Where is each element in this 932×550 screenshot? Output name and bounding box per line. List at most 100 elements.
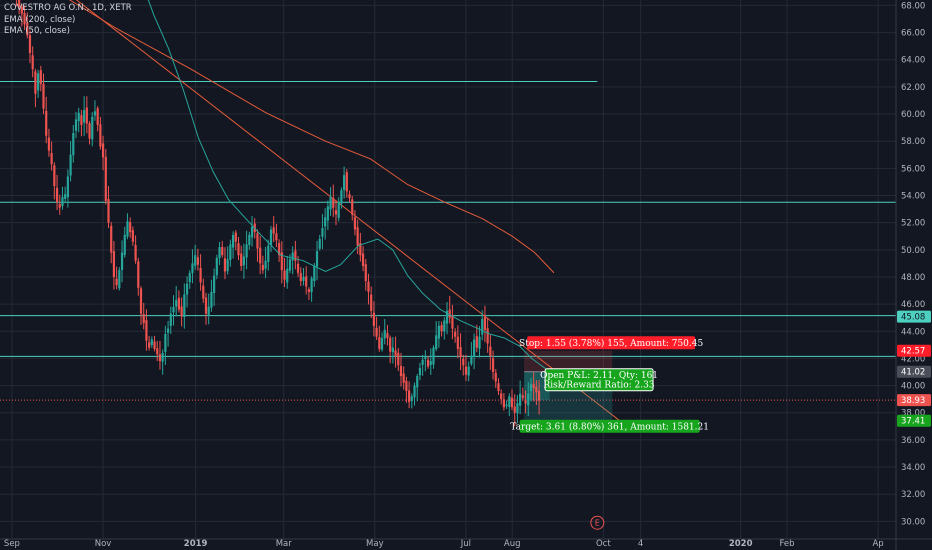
candle-body: [337, 202, 340, 218]
candle: [250, 215, 254, 247]
candle: [158, 340, 162, 370]
earnings-event-icon[interactable]: E: [590, 515, 605, 530]
candle: [391, 336, 394, 364]
ema-lines: [68, 0, 555, 370]
candle-body: [424, 357, 427, 359]
y-tick-label: 30.00: [901, 517, 925, 527]
candle: [283, 257, 286, 288]
candle: [202, 278, 205, 303]
candle-body: [158, 354, 162, 362]
candle-body: [91, 116, 94, 140]
candle-body: [386, 333, 389, 339]
candle-body: [150, 339, 153, 345]
candle: [372, 301, 375, 337]
candle-body: [445, 310, 449, 324]
candle: [36, 69, 40, 98]
candle-body: [429, 361, 432, 365]
price-axis-label-text: 41.02: [901, 368, 925, 378]
price-axis[interactable]: 68.00 66.00 64.00 62.00 60.00 58.00 56.00 54.00…: [895, 0, 931, 550]
candle-body: [112, 251, 116, 277]
candle: [23, 5, 26, 30]
candle: [329, 187, 332, 216]
candle-body: [123, 234, 126, 255]
candle-body: [321, 228, 324, 237]
candle-body: [118, 270, 121, 289]
candle-body: [527, 393, 530, 406]
candle: [50, 141, 53, 171]
candle: [361, 245, 365, 272]
candle: [61, 186, 64, 210]
candle: [264, 246, 267, 279]
candle-body: [421, 359, 424, 365]
candle-body: [34, 71, 37, 94]
candle: [175, 285, 178, 317]
price-axis-label: 41.02: [897, 365, 931, 378]
candle: [42, 73, 45, 115]
candle: [53, 162, 56, 200]
candle-body: [483, 316, 487, 330]
candle: [139, 286, 143, 325]
candle: [237, 236, 240, 261]
candle-body: [20, 6, 23, 14]
candle: [45, 96, 48, 144]
candle-body: [475, 336, 478, 348]
candle: [248, 231, 251, 250]
price-axis-label-text: 38.93: [901, 396, 925, 406]
candle: [348, 190, 351, 203]
candle: [307, 287, 311, 300]
y-tick-label: 36.00: [901, 436, 925, 446]
candle: [351, 195, 354, 221]
y-tick-label: 64.00: [901, 56, 925, 66]
time-axis[interactable]: Sep Nov 2019 Mar May Jul Aug Oct 4 2020 Feb Ap: [0, 538, 932, 549]
price-axis-label-bg: [897, 365, 931, 378]
candle: [177, 290, 181, 313]
candle-body: [99, 124, 102, 147]
ema-200-legend[interactable]: EMA (200, close): [4, 14, 76, 25]
candle: [532, 372, 535, 402]
candle: [34, 68, 37, 108]
candle: [451, 304, 454, 340]
candle-body: [101, 143, 105, 158]
candle: [242, 243, 246, 279]
candle: [370, 286, 373, 319]
candle: [115, 266, 118, 290]
candle-body: [23, 12, 26, 25]
candle-body: [394, 350, 397, 356]
candle: [172, 295, 175, 326]
x-tick-label: Ap: [872, 539, 883, 549]
candle: [278, 239, 281, 262]
candle: [218, 241, 221, 266]
candle-body: [66, 176, 69, 198]
candle: [191, 249, 194, 284]
candle: [527, 382, 530, 417]
candle-body: [72, 133, 75, 156]
symbol-title[interactable]: COVESTRO AG O.N., 1D, XETR: [4, 3, 132, 13]
candle: [367, 273, 370, 305]
candle-body: [156, 348, 159, 355]
candle: [310, 276, 313, 302]
candle: [486, 317, 489, 353]
x-tick-label: 2020: [729, 539, 753, 549]
candle: [413, 382, 416, 406]
candle-body: [85, 107, 88, 124]
stop-label-bg: [527, 336, 696, 350]
candle: [226, 246, 229, 275]
candle-body: [39, 70, 42, 85]
candle: [513, 394, 516, 427]
y-tick-label: 52.00: [901, 219, 925, 229]
candle-body: [334, 210, 338, 215]
candle-body: [256, 233, 259, 249]
ema-50-legend[interactable]: EMA (50, close): [4, 26, 70, 36]
candle-body: [120, 252, 124, 270]
candle: [161, 349, 164, 375]
candle: [204, 292, 208, 325]
candle: [440, 321, 443, 337]
candle-body: [188, 272, 191, 283]
candle: [429, 348, 432, 375]
price-axis-label-bg: [897, 414, 931, 427]
candle-body: [153, 341, 156, 349]
candle: [397, 347, 400, 371]
